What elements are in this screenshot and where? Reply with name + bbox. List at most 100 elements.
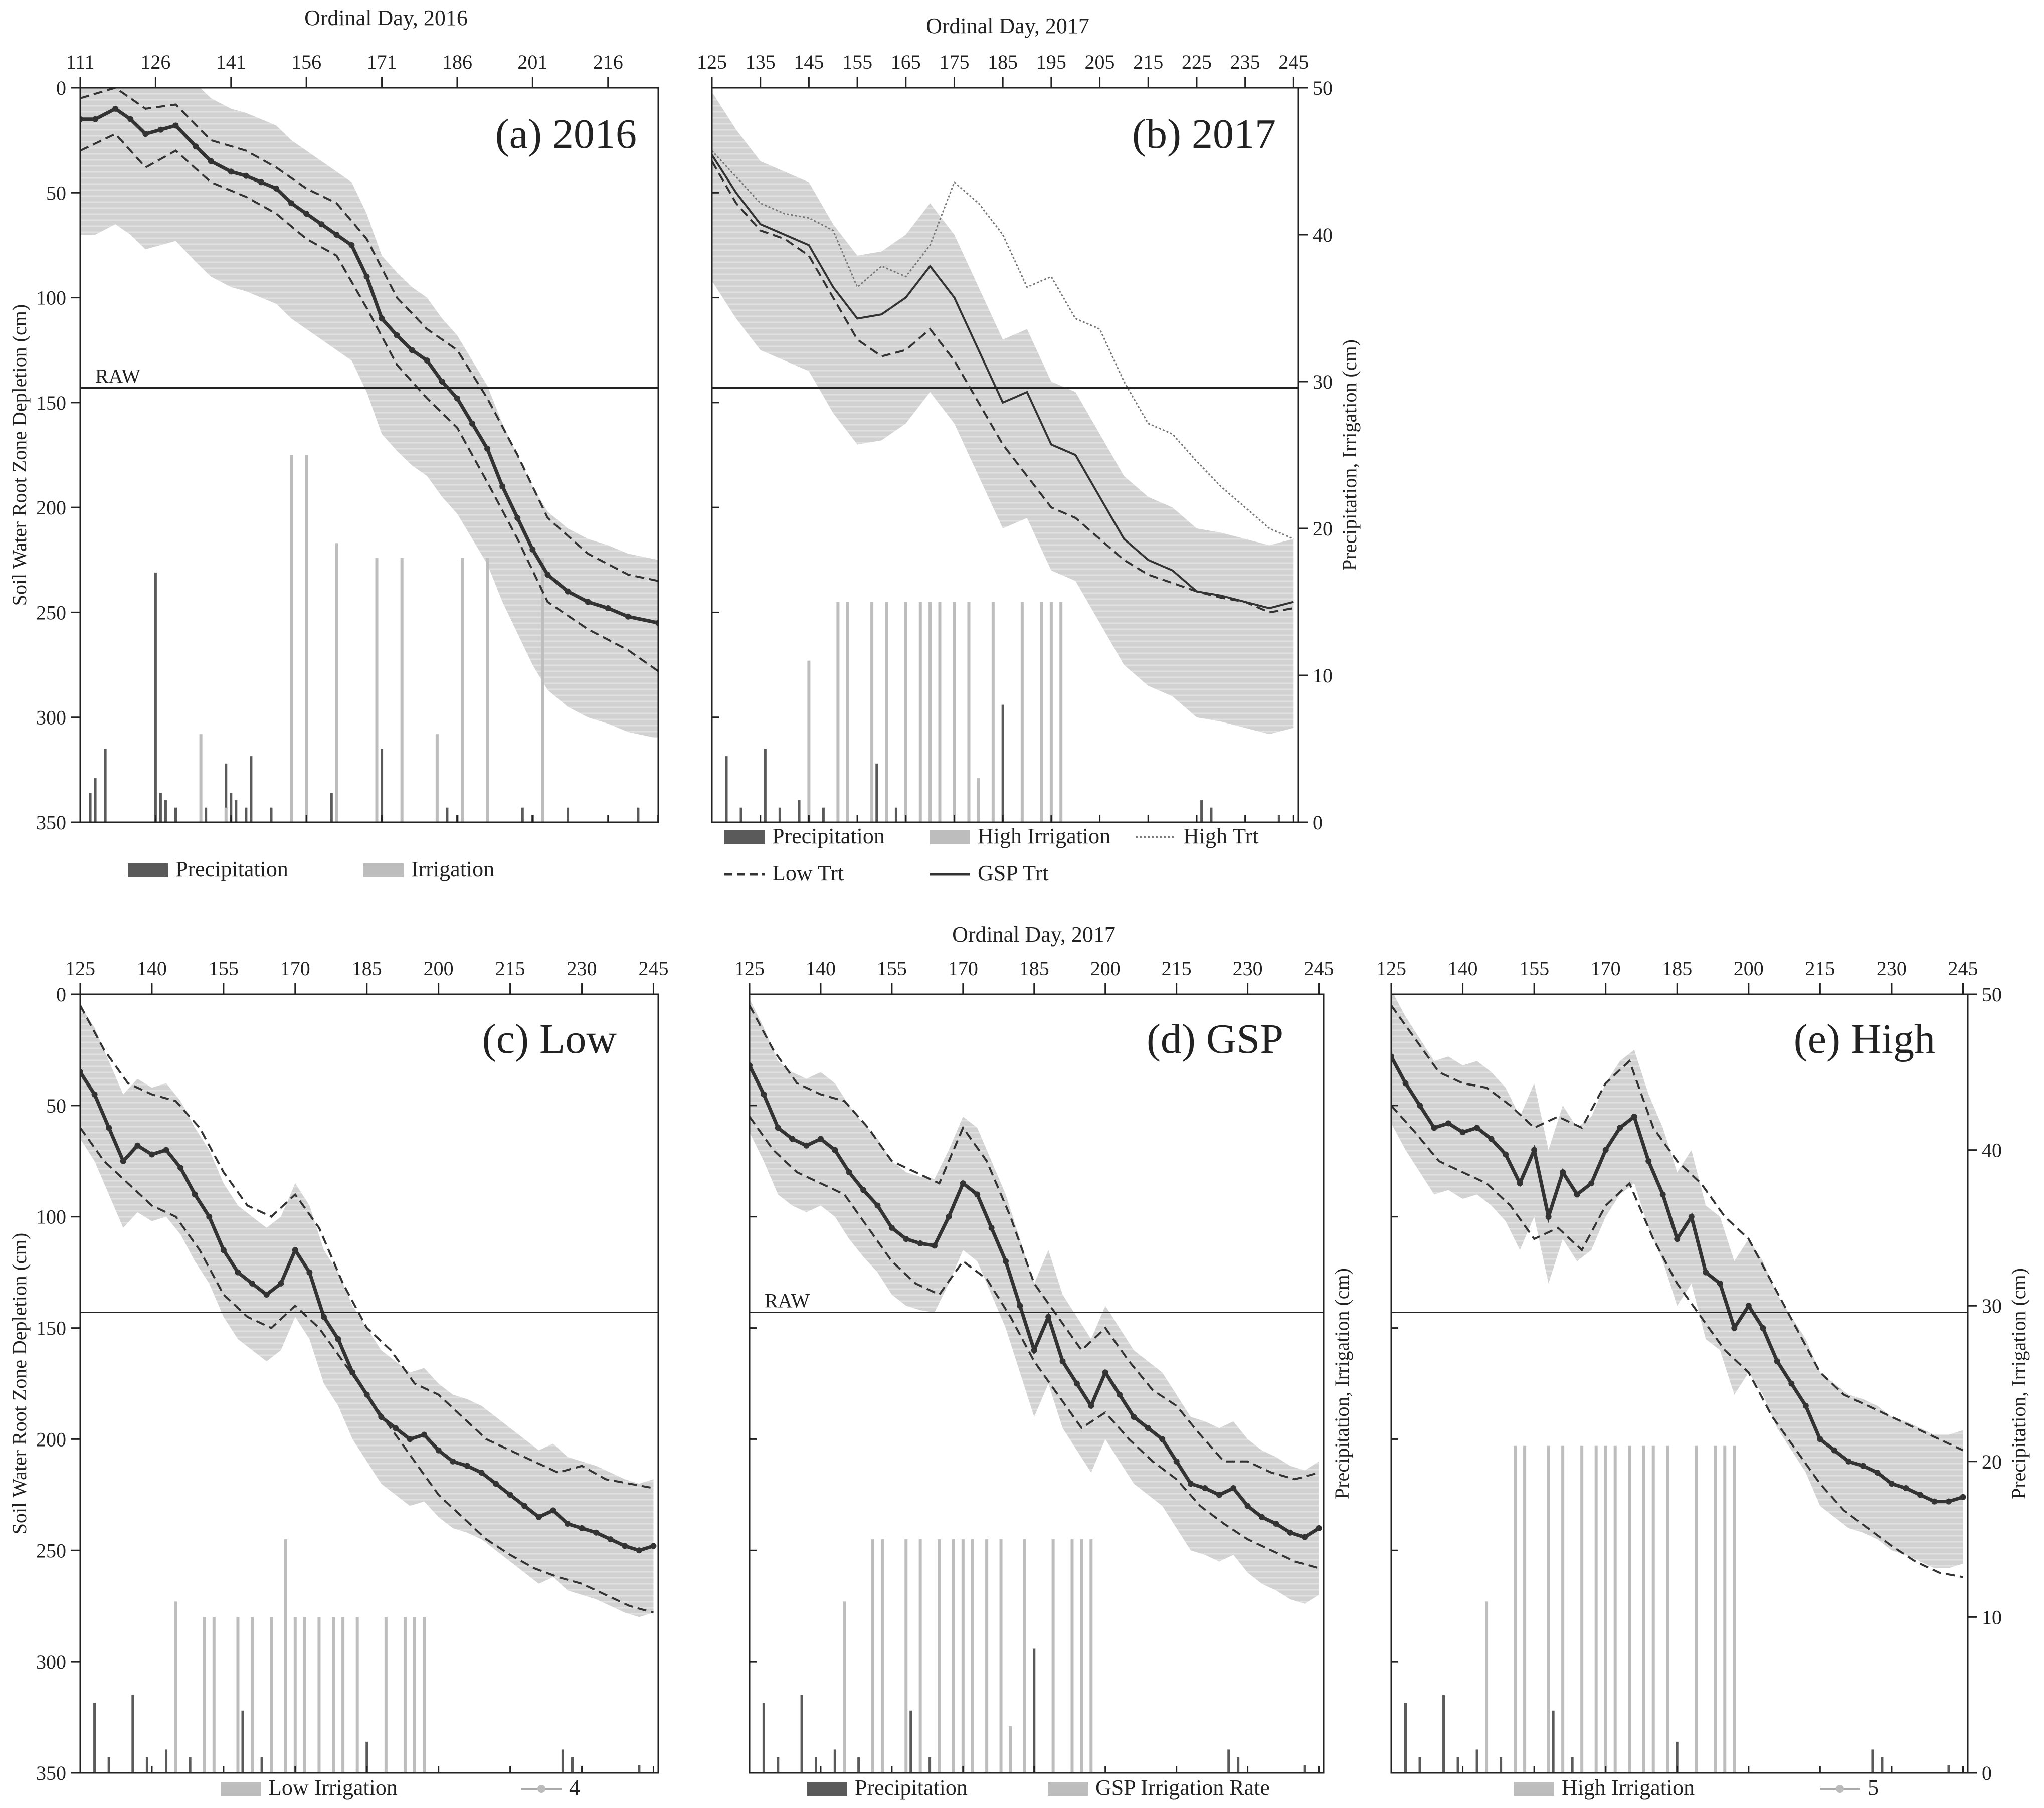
y-tick-label: 250 [36,601,66,624]
mean-point [1931,1498,1938,1505]
y-tick-label: 100 [36,1206,66,1228]
precip-bar [1200,800,1203,822]
mean-point [1903,1485,1909,1492]
irrigation-bar [1642,1445,1645,1773]
irrigation-bar [199,734,203,822]
mean-point [1617,1125,1623,1131]
irrigation-bar [203,1617,206,1773]
mean-point [903,1236,909,1242]
x-tick-label: 141 [216,51,246,73]
mean-point [1117,1391,1123,1398]
irrigation-bar [413,1617,417,1773]
panel-title: (e) High [1794,1016,1935,1062]
x-tick-label: 125 [734,957,765,980]
precip-bar [164,800,167,822]
irrigation-bar [1023,1539,1026,1773]
mean-point [1402,1080,1409,1087]
mean-point [846,1169,852,1175]
x-tick-label: 111 [66,51,94,73]
series-dashed-lower [80,132,658,672]
precip-bar [145,1757,148,1773]
mean-point [974,1191,981,1198]
series-low-trt [712,160,1294,614]
irrigation-bar [1009,1726,1012,1773]
mean-point [607,1536,614,1543]
x-tick-label: 156 [291,51,321,73]
mean-point [803,1142,810,1149]
x-tick-label: 215 [1162,957,1192,980]
irrigation-bar [961,1539,965,1773]
mean-point [1860,1463,1866,1469]
legend-label: Precipitation [772,824,885,848]
precip-bar [739,807,742,822]
legend-label: Irrigation [411,857,494,881]
irrigation-bar [1523,1445,1527,1773]
x-tick-label: 140 [1448,957,1478,980]
legend-swatch-irrigation [363,863,404,877]
irrigation-bar [870,602,874,822]
precip-bar [1404,1703,1407,1773]
mean-point [860,1187,867,1193]
plot-area [712,88,1298,822]
y-tick-label: 200 [36,496,66,519]
precip-bar [1475,1749,1478,1773]
irrigation-bar [1040,602,1043,822]
precip-bar [833,1749,836,1773]
mean-point [817,1136,824,1142]
mean-point [450,1458,456,1465]
precip-bar [798,800,801,822]
legend-label: Precipitation [175,857,288,881]
mean-point [1645,1158,1652,1164]
x-tick-label: 170 [1591,957,1621,980]
legend-swatch-marker [537,1785,545,1793]
y-tick-label: 0 [56,77,66,99]
precip-bar [1676,1741,1679,1773]
precip-bar [154,572,157,822]
x-tick-label: 155 [877,957,907,980]
mean-point [1945,1498,1952,1505]
irrigation-bar [290,455,293,822]
irrigation-bar [1059,602,1063,822]
precip-bar [1237,1757,1240,1773]
y2-tick-label: 30 [1313,371,1333,393]
irrigation-bar [871,1539,875,1773]
irrigation-bar [1695,1445,1698,1773]
legend-label: GSP Irrigation Rate [1095,1775,1270,1800]
x-tick-label: 215 [1133,51,1163,73]
panel-b: 125 135 145 155 165 175 185 195 205 215 225 235 245 0… [697,51,1361,885]
mean-point [142,131,149,137]
precip-bar [107,1757,110,1773]
x-tick-label: 175 [939,51,969,73]
irrigation-bar [174,1601,177,1773]
raw-label: RAW [765,1290,810,1312]
y2-tick-label: 20 [1313,517,1333,540]
mean-point [535,1514,542,1520]
x-tick-label: 155 [1519,957,1549,980]
y-tick-label: 50 [46,1095,66,1117]
precip-bar [230,793,233,822]
precip-bar [1552,1710,1555,1773]
mean-point [1287,1529,1293,1536]
precip-bar [814,1757,817,1773]
x-tick-label: 200 [424,957,454,980]
irrigation-bar [400,558,404,822]
mean-point [1316,1525,1322,1531]
mean-point [1059,1358,1066,1365]
mean-point [1674,1236,1681,1242]
mean-point [1017,1303,1023,1309]
mean-point [1560,1169,1566,1175]
mean-point [363,273,370,280]
y2-axis-label: Precipitation, Irrigation (cm) [2007,1268,2030,1499]
mean-point [243,172,249,179]
plot-area [750,994,1324,1773]
irrigation-bar [212,1617,216,1773]
legend-label: High Irrigation [978,824,1110,848]
mean-point [92,116,99,122]
mean-point [564,1521,571,1527]
mean-point [1545,1213,1552,1220]
mean-point [625,613,631,620]
x-tick-label: 201 [517,51,547,73]
mean-point [605,605,611,612]
irrigation-bar [1628,1445,1631,1773]
irrigation-bar [435,734,439,822]
